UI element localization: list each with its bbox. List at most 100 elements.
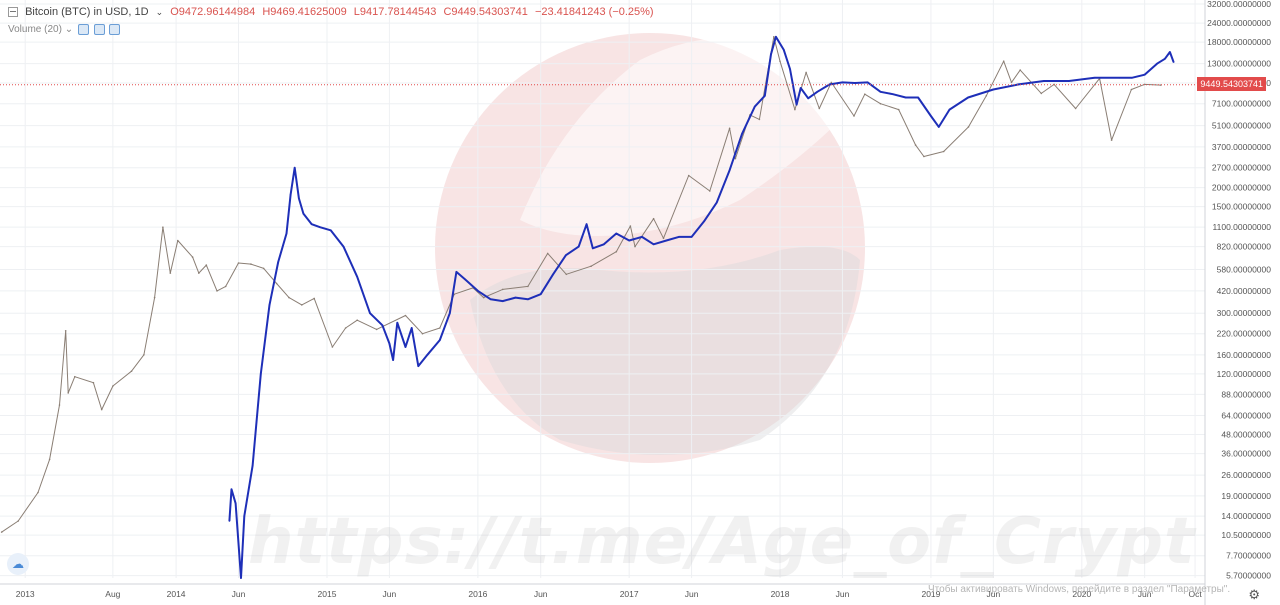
price-point	[162, 226, 164, 228]
y-tick-label: 2700.00000000	[1212, 163, 1271, 173]
overlay-point	[615, 232, 618, 235]
collapse-icon[interactable]	[8, 7, 18, 18]
price-point	[177, 239, 179, 242]
bull-horn-shape	[520, 37, 840, 236]
price-point	[805, 71, 807, 74]
overlay-point	[854, 82, 856, 84]
overlay-point	[449, 312, 451, 315]
overlay-point	[289, 193, 292, 196]
windows-activation-note: Чтобы активировать Windows, перейдите в …	[928, 584, 1231, 595]
price-point	[1130, 88, 1133, 91]
x-tick-label: Oct	[1188, 589, 1202, 599]
price-point	[590, 265, 592, 268]
price-point	[421, 332, 424, 335]
chevron-down-icon[interactable]: ⌄	[64, 24, 74, 36]
price-point	[37, 491, 39, 494]
x-tick-label: 2019	[921, 589, 940, 599]
high-value: H9469.41625009	[262, 6, 347, 18]
overlay-point	[464, 278, 466, 281]
overlay-point	[1131, 77, 1133, 79]
price-point	[237, 262, 240, 264]
y-tick-label: 10.50000000	[1221, 530, 1271, 540]
y-tick-label: 5.70000000	[1226, 571, 1271, 581]
volume-indicator[interactable]: Volume (20) ⌄	[8, 24, 121, 36]
overlay-point	[293, 166, 296, 169]
price-point	[1143, 83, 1146, 86]
overlay-point	[302, 212, 305, 215]
overlay-point	[1164, 58, 1166, 60]
y-tick-label: 26.00000000	[1221, 470, 1271, 480]
y-tick-label: 19.00000000	[1221, 491, 1271, 501]
overlay-point	[665, 239, 668, 242]
y-tick-label: 18000.00000000	[1207, 37, 1271, 47]
price-point	[546, 252, 549, 255]
symbol-title[interactable]: Bitcoin (BTC) in USD, 1D	[25, 6, 149, 18]
cloud-icon[interactable]: ☁	[7, 553, 29, 575]
close-icon[interactable]	[109, 24, 121, 35]
price-point	[634, 245, 636, 248]
price-point	[967, 126, 970, 128]
price-point	[439, 327, 441, 329]
price-point	[734, 157, 737, 160]
open-value: O9472.96144984	[170, 6, 256, 18]
price-point	[262, 267, 265, 270]
overlay-point	[228, 520, 231, 522]
overlay-point	[577, 245, 580, 248]
price-point	[1010, 81, 1013, 84]
overlay-point	[285, 232, 288, 235]
overlay-point	[404, 346, 407, 348]
price-point	[288, 296, 290, 299]
overlay-point	[329, 229, 332, 232]
low-value: L9417.78144543	[353, 6, 437, 18]
settings-icon[interactable]	[93, 24, 105, 35]
overlay-point	[1172, 61, 1175, 63]
overlay-point	[268, 304, 271, 306]
y-tick-label: 7.70000000	[1226, 551, 1271, 561]
y-tick-label: 36.00000000	[1221, 449, 1271, 459]
overlay-point	[628, 239, 630, 242]
bull-logo-watermark	[435, 33, 865, 463]
price-point	[897, 108, 900, 111]
overlay-point	[410, 327, 413, 329]
overlay-point	[230, 488, 233, 491]
overlay-point	[527, 298, 529, 301]
overlay-point	[764, 95, 766, 97]
price-point	[914, 144, 917, 146]
price-point	[527, 285, 529, 288]
x-axis[interactable]: 2013 Aug 2014 Jun 2015 Jun 2016 Jun 2017 Jun 2018 J…	[0, 583, 1205, 599]
overlay-point	[641, 236, 643, 238]
y-tick-label: 300.00000000	[1217, 308, 1272, 318]
overlay-point	[703, 220, 705, 223]
price-point	[1110, 139, 1113, 141]
price-point	[853, 115, 855, 117]
overlay-point	[1043, 80, 1045, 82]
overlay-point	[369, 312, 371, 315]
price-point	[313, 297, 316, 300]
x-tick-label: Jun	[534, 589, 548, 599]
y-tick-label: 13000.00000000	[1207, 59, 1271, 69]
overlay-point	[807, 97, 809, 100]
overlay-point	[775, 36, 777, 38]
overlay-point	[992, 88, 995, 91]
chevron-down-icon[interactable]: ⌄	[155, 7, 164, 17]
price-point	[794, 108, 796, 111]
gear-icon[interactable]: ⚙	[1248, 587, 1260, 602]
price-point	[709, 190, 711, 192]
price-point	[169, 272, 172, 274]
overlay-point	[501, 300, 504, 302]
price-point	[501, 288, 504, 291]
overlay-point	[243, 515, 246, 517]
price-point	[565, 273, 568, 276]
price-point	[58, 404, 61, 406]
y-tick-label: 88.00000000	[1221, 389, 1271, 399]
eye-icon[interactable]	[77, 24, 89, 35]
price-point	[942, 150, 945, 153]
price-point	[758, 118, 761, 121]
price-point	[250, 263, 252, 265]
overlay-point	[603, 243, 605, 246]
bull-head-shape	[470, 246, 860, 455]
chart-legend: Bitcoin (BTC) in USD, 1D ⌄ O9472.9614498…	[8, 6, 662, 18]
y-tick-label: 420.00000000	[1217, 286, 1272, 296]
overlay-point	[1169, 51, 1171, 53]
